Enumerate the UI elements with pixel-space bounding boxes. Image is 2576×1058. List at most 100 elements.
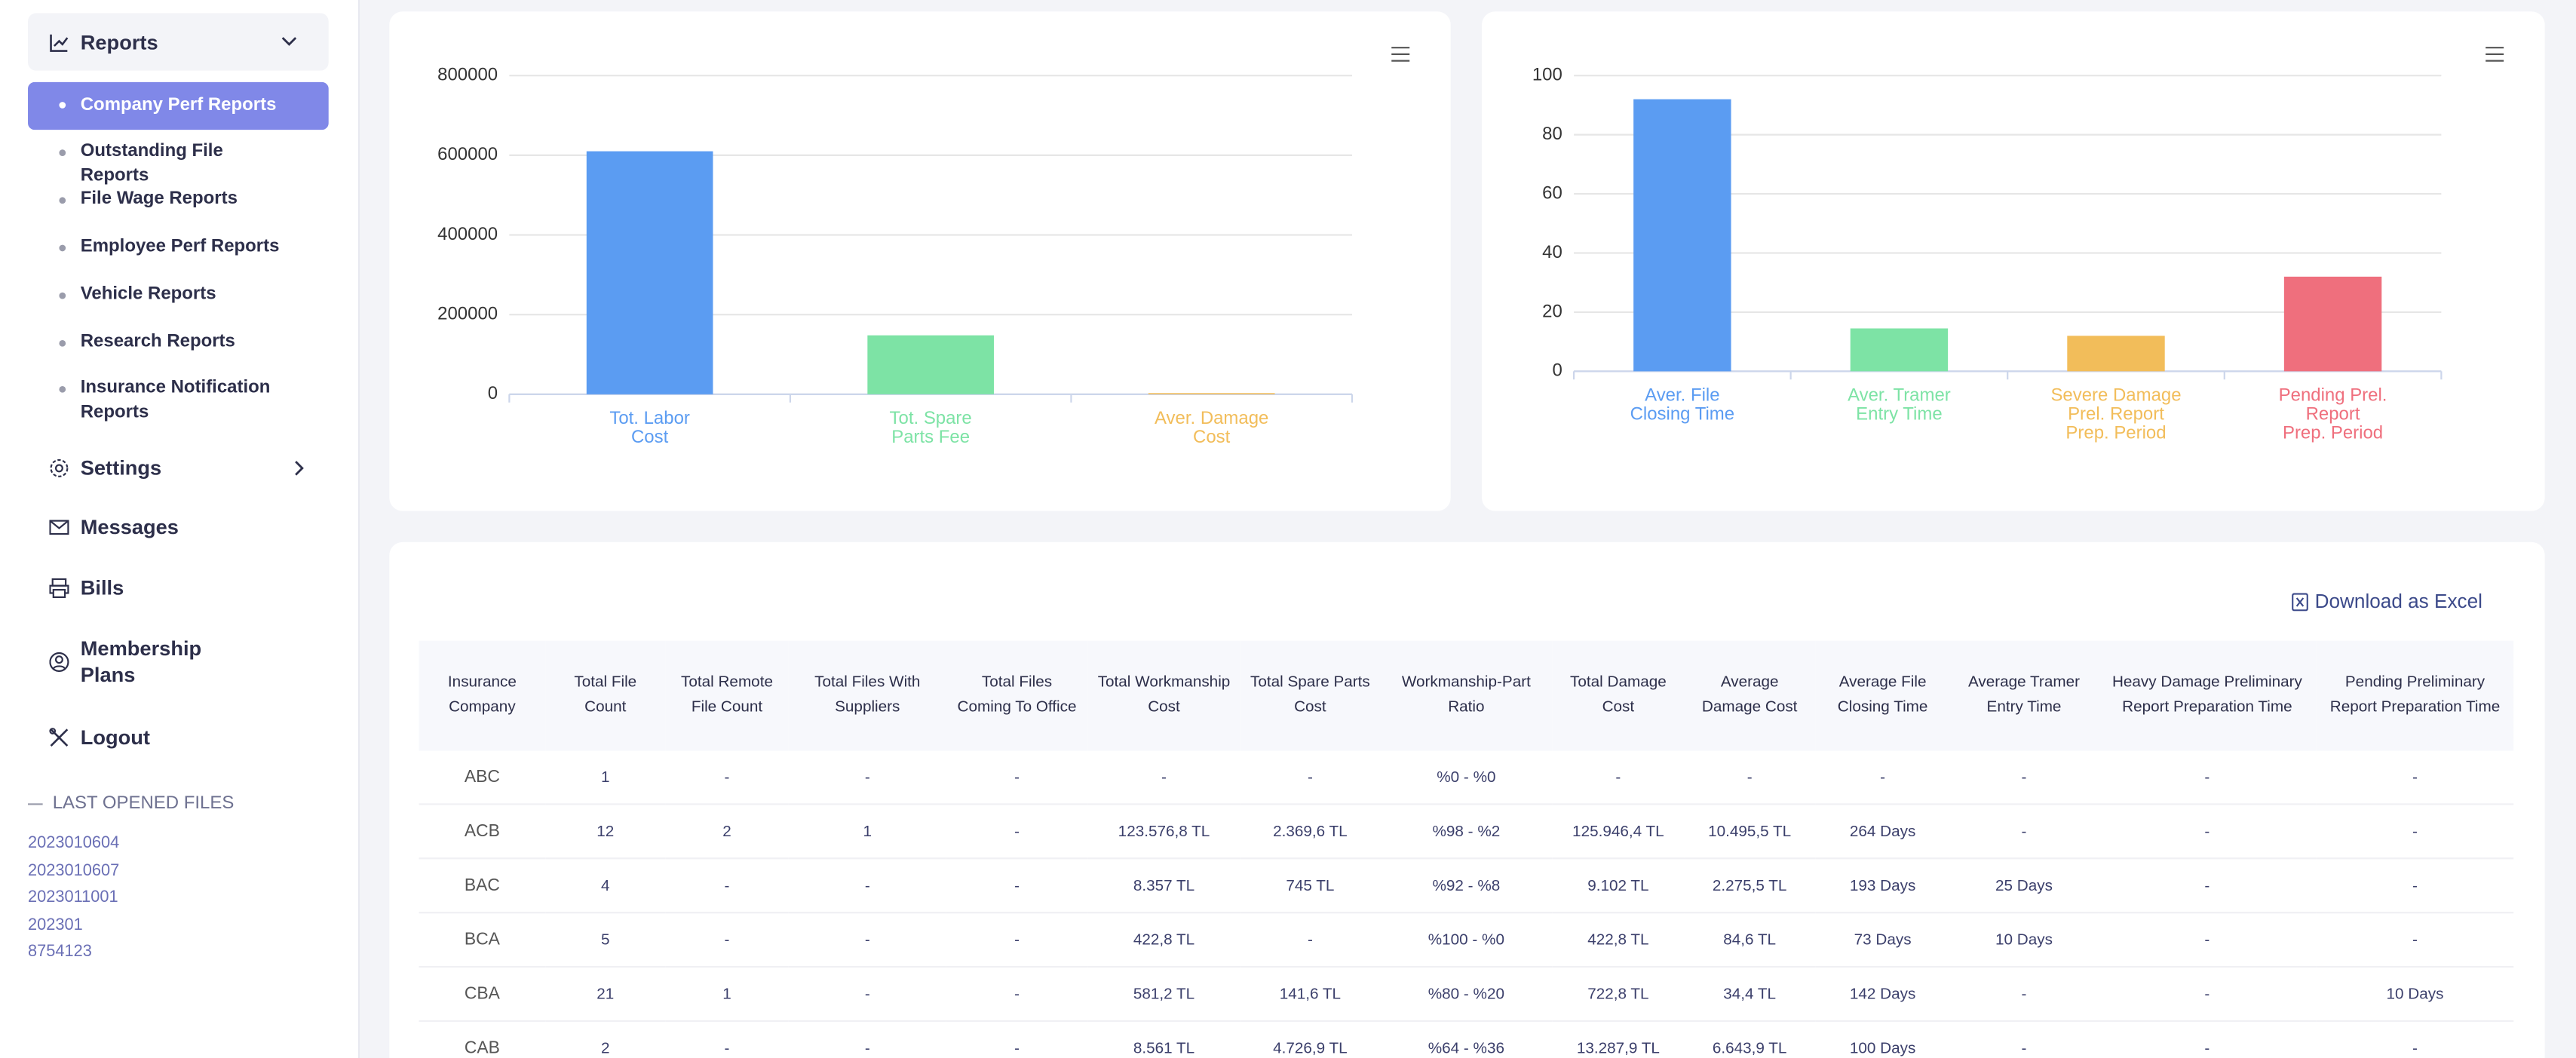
table-cell: - <box>665 1020 789 1058</box>
menu-icon[interactable] <box>2486 47 2504 62</box>
y-tick-label: 40 <box>1542 242 1562 262</box>
table-cell: - <box>1949 967 2099 1023</box>
table-cell: %98 - %2 <box>1379 804 1553 860</box>
y-tick-label: 60 <box>1542 182 1562 203</box>
nav-item[interactable]: Settings <box>49 455 304 481</box>
nav-item[interactable]: Membership Plans <box>49 636 228 688</box>
column-header: Total Spare Parts Cost <box>1240 640 1380 751</box>
download-excel[interactable]: Download as Excel <box>2292 590 2482 613</box>
table-cell: 84,6 TL <box>1684 912 1816 968</box>
column-header: Total Files With Suppliers <box>788 640 946 751</box>
table-cell: - <box>2098 912 2317 968</box>
table-cell: 6.643,9 TL <box>1684 1020 1816 1058</box>
menu-item[interactable]: Insurance Notification Reports <box>28 376 329 425</box>
table-cell: 1 <box>545 750 666 805</box>
table-cell: 264 Days <box>1815 804 1950 860</box>
table-cell: 1 <box>788 804 946 860</box>
table-cell: 10 Days <box>1949 912 2099 968</box>
table-cell: CAB <box>419 1020 546 1058</box>
menu-item[interactable]: Outstanding File Reports <box>28 140 329 189</box>
table-cell: - <box>2316 858 2514 914</box>
table-cell: - <box>1240 912 1380 968</box>
nav-item[interactable]: Bills <box>49 575 228 601</box>
table-cell: 34,4 TL <box>1684 967 1816 1023</box>
table-cell: CBA <box>419 967 546 1023</box>
x-tick-label: Tot. Labor <box>609 408 690 428</box>
menu-item-label: Employee Perf Reports <box>80 236 280 256</box>
table-cell: 745 TL <box>1240 858 1380 914</box>
chevron-right <box>295 461 304 476</box>
chart-card: 0 200000 400000 600000 800000 Tot. Labor Cost T… <box>389 11 1451 511</box>
table-cell: - <box>2098 750 2317 805</box>
x-tick-label: Prep. Period <box>2065 422 2166 443</box>
bullet <box>59 197 66 204</box>
nav-icon <box>49 652 69 673</box>
last-opened-title: LAST OPENED FILES <box>28 793 234 813</box>
table-cell: 5 <box>545 912 666 968</box>
table-cell: - <box>788 912 946 968</box>
file-link[interactable]: 2023010607 <box>28 861 120 880</box>
menu-item[interactable]: Research Reports <box>28 330 329 355</box>
report-table: Insurance Company Total File Count Total R… <box>419 640 2514 1058</box>
menu-item[interactable]: Employee Perf Reports <box>28 235 329 260</box>
y-tick-label: 80 <box>1542 124 1562 144</box>
table-cell: 722,8 TL <box>1552 967 1685 1023</box>
nav-item[interactable]: Messages <box>49 514 228 541</box>
menu-item-label: Company Perf Reports <box>80 95 277 115</box>
table-cell: 8.561 TL <box>1087 1020 1240 1058</box>
x-tick-label: Closing Time <box>1630 403 1734 424</box>
table-cell: - <box>2316 912 2514 968</box>
menu-label: Reports <box>80 30 158 54</box>
table-cell: - <box>946 858 1088 914</box>
column-header: Average Damage Cost <box>1684 640 1816 751</box>
table-cell: - <box>2316 750 2514 805</box>
menu-item[interactable]: Company Perf Reports <box>28 81 329 130</box>
column-header: Pending Preliminary Report Preparation T… <box>2316 640 2514 751</box>
table-cell: 8.357 TL <box>1087 858 1240 914</box>
nav-icon <box>49 520 69 535</box>
bullet <box>59 244 66 252</box>
bar <box>586 151 713 394</box>
table-cell: - <box>946 912 1088 968</box>
table-cell: BCA <box>419 912 546 968</box>
table-cell: 422,8 TL <box>1087 912 1240 968</box>
menu-icon[interactable] <box>1391 47 1410 62</box>
file-link[interactable]: 202301 <box>28 915 83 934</box>
table-cell: - <box>946 1020 1088 1058</box>
table-row: ACB 12 2 1-123.576,8 TL 2.369,6 TL %98 - %2 12… <box>419 804 2514 860</box>
bullet <box>59 339 66 347</box>
table-cell: - <box>1949 750 2099 805</box>
table-row: BAC 4- - -8.357 TL 745 TL %92 - %8 9.102 TL 2.2… <box>419 858 2514 914</box>
column-header: Average Tramer Entry Time <box>1949 640 2099 751</box>
table-cell: %92 - %8 <box>1379 858 1553 914</box>
table-cell: - <box>1949 804 2099 860</box>
table-cell: - <box>2316 1020 2514 1058</box>
table-cell: - <box>2098 1020 2317 1058</box>
table-cell: 2.369,6 TL <box>1240 804 1380 860</box>
reports-menu[interactable]: Reports <box>28 13 329 71</box>
file-link[interactable]: 2023011001 <box>28 888 118 907</box>
x-tick-label: Aver. Damage <box>1155 408 1268 428</box>
menu-item[interactable]: File Wage Reports <box>28 187 329 212</box>
table-cell: - <box>665 858 789 914</box>
table-cell: 12 <box>545 804 666 860</box>
table-cell: 4.726,9 TL <box>1240 1020 1380 1058</box>
table-cell: ACB <box>419 804 546 860</box>
nav-item[interactable]: Logout <box>49 725 228 751</box>
x-tick-label: Severe Damage <box>2050 385 2181 405</box>
table-cell: 141,6 TL <box>1240 967 1380 1023</box>
x-tick-label: Aver. Tramer <box>1848 385 1951 405</box>
file-link[interactable]: 2023010604 <box>28 834 120 853</box>
bar <box>1148 393 1275 394</box>
column-header: Total Remote File Count <box>665 640 789 751</box>
file-link[interactable]: 8754123 <box>28 943 92 961</box>
table-cell: 125.946,4 TL <box>1552 804 1685 860</box>
table-cell: - <box>2098 858 2317 914</box>
table-card: Download as Excel Insurance Company Total… <box>389 541 2545 1058</box>
x-tick-label: Prel. Report <box>2068 403 2164 424</box>
table-cell: - <box>788 1020 946 1058</box>
menu-item[interactable]: Vehicle Reports <box>28 283 329 308</box>
